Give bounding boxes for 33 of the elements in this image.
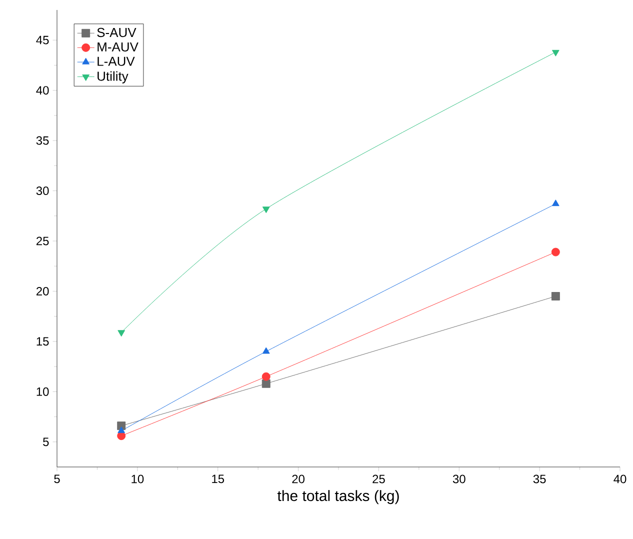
x-tick-label: 20 [292, 474, 304, 484]
legend-label: Utility [98, 71, 128, 84]
x-tick-label: 5 [54, 474, 60, 484]
y-tick-label: 35 [36, 136, 49, 145]
y-tick-label: 5 [43, 438, 49, 446]
point [552, 50, 560, 56]
point [551, 292, 560, 300]
y-tick-label: 10 [36, 387, 49, 396]
point [262, 372, 270, 381]
point [262, 206, 270, 214]
x-tick-label: 25 [372, 474, 385, 484]
point [262, 379, 270, 388]
y-tick-label: 15 [36, 337, 49, 346]
point [117, 432, 126, 440]
x-tick-label: 35 [533, 474, 546, 484]
y-tick-label: 30 [36, 186, 49, 196]
legend-label: S-AUV [97, 28, 136, 38]
legend-label: L-AUV [98, 56, 135, 66]
point [118, 426, 126, 434]
x-axis-title: the total tasks (kg) [277, 490, 399, 504]
y-tick-label: 40 [36, 86, 49, 95]
legend-label: M-AUV [98, 42, 138, 52]
y-tick-label: 25 [36, 236, 49, 246]
x-tick-label: 10 [132, 474, 144, 484]
point [552, 200, 560, 206]
point [118, 330, 126, 337]
y-tick-label: 20 [36, 286, 49, 296]
x-tick-label: 15 [212, 474, 224, 484]
point [262, 347, 270, 354]
y-tick-label: 45 [36, 36, 49, 44]
point [551, 248, 560, 256]
x-tick-label: 30 [452, 474, 466, 484]
x-tick-label: 40 [614, 474, 626, 484]
